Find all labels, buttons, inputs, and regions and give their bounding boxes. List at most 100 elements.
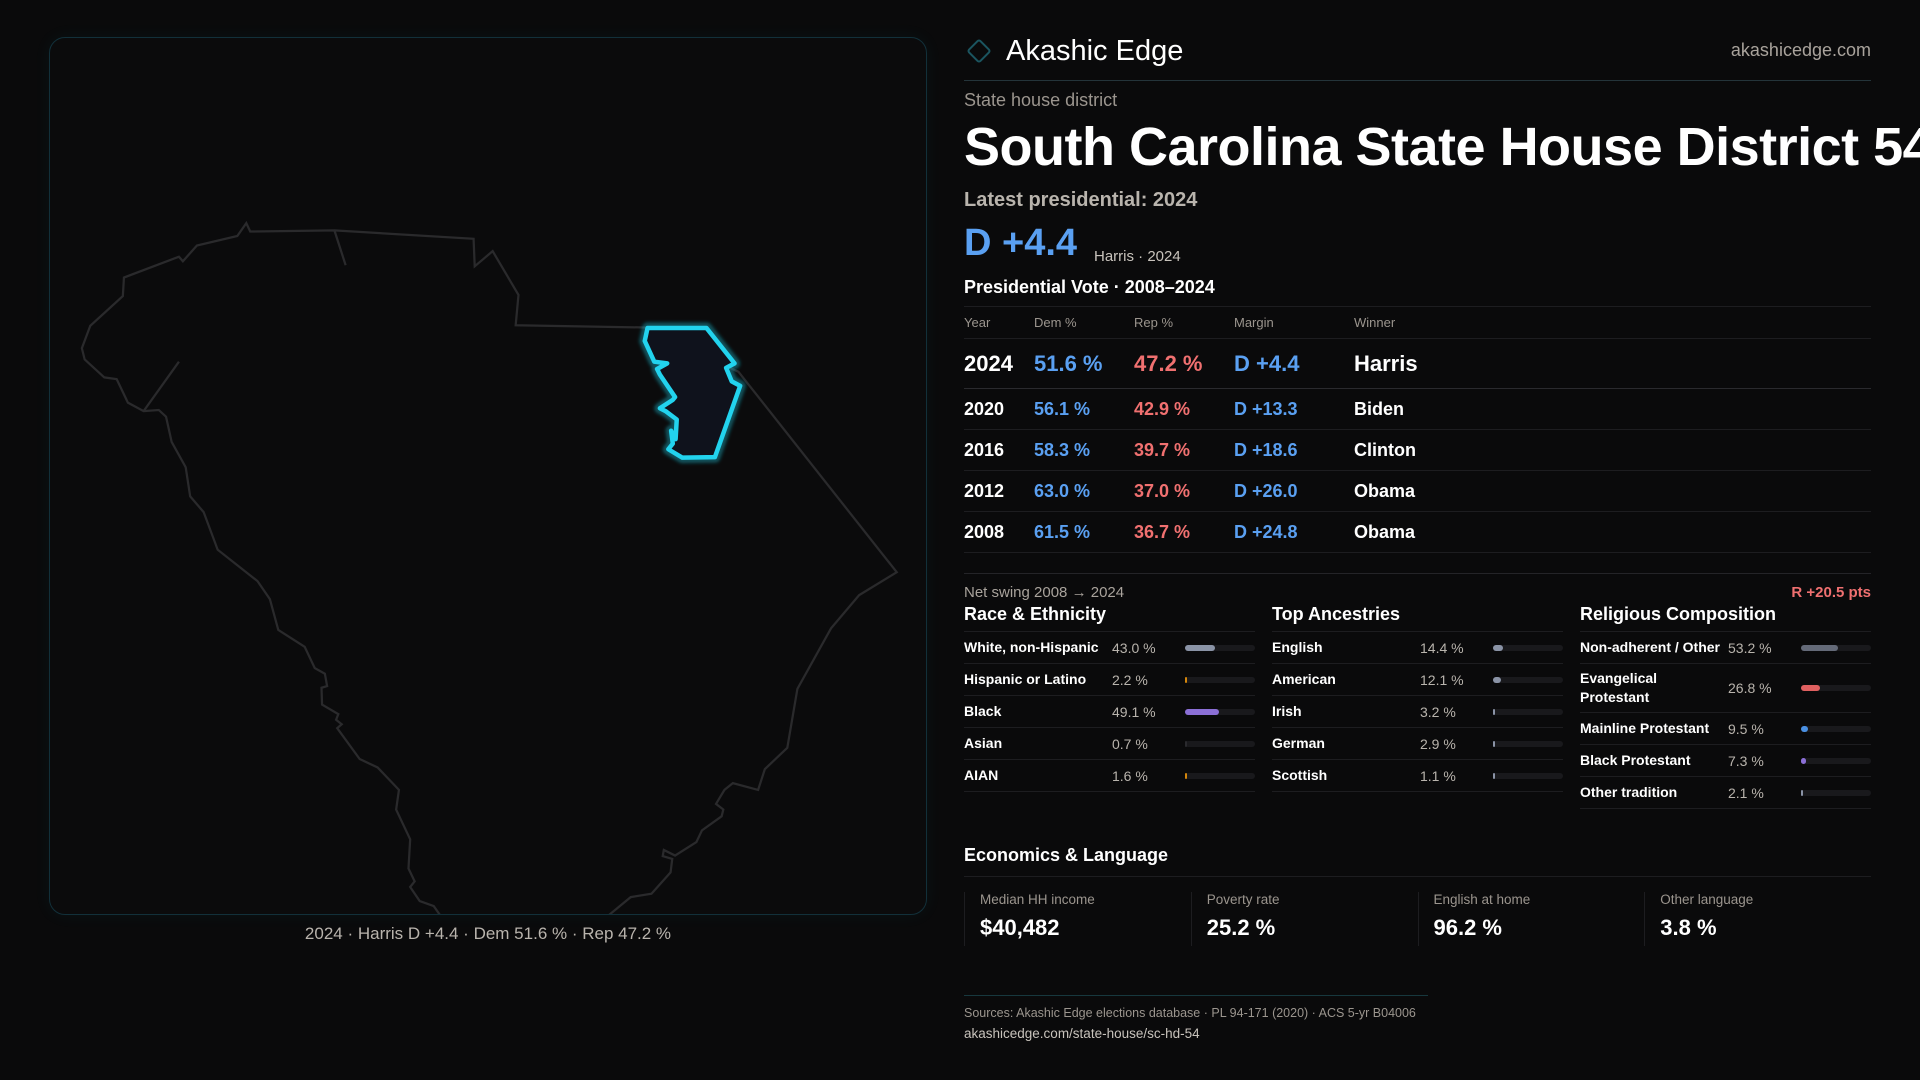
list-item: White, non-Hispanic 43.0 % bbox=[964, 632, 1255, 664]
bar-track bbox=[1493, 676, 1563, 683]
footer-divider bbox=[964, 995, 1428, 996]
item-label: Evangelical Protestant bbox=[1580, 670, 1658, 705]
presidential-title: Presidential Vote · 2008–2024 bbox=[964, 277, 1215, 297]
map-panel[interactable] bbox=[49, 37, 927, 915]
swing-value: R +20.5 pts bbox=[1791, 584, 1871, 601]
table-row: 2008 61.5 % 36.7 % D +24.8 Obama bbox=[964, 511, 1871, 553]
item-value: 1.1 % bbox=[1420, 767, 1456, 784]
bar-fill bbox=[1185, 772, 1187, 779]
item-label: White, non-Hispanic bbox=[964, 639, 1099, 655]
cell-year: 2016 bbox=[964, 429, 1034, 471]
bar-track bbox=[1801, 685, 1871, 691]
bar-fill bbox=[1185, 740, 1187, 747]
bar-track bbox=[1493, 708, 1563, 715]
diamond-logo-icon bbox=[967, 39, 991, 63]
stat-card: English at home 96.2 % bbox=[1417, 892, 1645, 946]
bar-track bbox=[1185, 708, 1255, 715]
list-item: Other tradition 2.1 % bbox=[1580, 777, 1871, 809]
bar-fill bbox=[1801, 685, 1820, 691]
item-label: Asian bbox=[964, 735, 1003, 751]
item-value: 26.8 % bbox=[1728, 680, 1772, 696]
col-winner: Winner bbox=[1354, 306, 1871, 339]
cell-winner: Obama bbox=[1354, 511, 1871, 553]
col-rep: Rep % bbox=[1134, 306, 1234, 339]
stat-value: 96.2 % bbox=[1433, 915, 1503, 940]
item-label: American bbox=[1272, 671, 1336, 687]
net-swing: Net swing 2008 → 2024 R +20.5 pts bbox=[964, 573, 1871, 601]
stat-label: Other language bbox=[1660, 892, 1754, 907]
cell-winner: Clinton bbox=[1354, 429, 1871, 471]
list-item: English 14.4 % bbox=[1272, 632, 1563, 664]
district-shape[interactable] bbox=[642, 325, 743, 460]
margin-value: D +4.4 bbox=[964, 222, 1078, 264]
cell-dem: 63.0 % bbox=[1034, 470, 1134, 512]
cell-rep: 36.7 % bbox=[1134, 511, 1234, 553]
cell-dem: 56.1 % bbox=[1034, 388, 1134, 430]
item-label: Mainline Protestant bbox=[1580, 720, 1710, 736]
cell-rep: 47.2 % bbox=[1134, 338, 1234, 389]
bar-track bbox=[1185, 676, 1255, 683]
list-item: AIAN 1.6 % bbox=[964, 760, 1255, 792]
bar-fill bbox=[1493, 676, 1502, 683]
stat-card: Other language 3.8 % bbox=[1644, 892, 1871, 946]
stat-value: 3.8 % bbox=[1660, 915, 1717, 940]
item-value: 53.2 % bbox=[1728, 639, 1772, 656]
item-label: Black bbox=[964, 703, 1002, 719]
county-line bbox=[333, 230, 347, 266]
col-dem: Dem % bbox=[1034, 306, 1134, 339]
stat-card: Median HH income $40,482 bbox=[964, 892, 1191, 946]
bar-track bbox=[1801, 757, 1871, 764]
item-label: Scottish bbox=[1272, 767, 1328, 783]
cell-dem: 51.6 % bbox=[1034, 338, 1134, 389]
list-item: Evangelical Protestant 26.8 % bbox=[1580, 664, 1871, 713]
item-label: Non-adherent / Other bbox=[1580, 639, 1721, 655]
site-link[interactable]: akashicedge.com bbox=[1730, 40, 1871, 60]
bar-track bbox=[1801, 644, 1871, 651]
brand[interactable]: Akashic Edge bbox=[964, 30, 1871, 72]
item-value: 1.6 % bbox=[1112, 767, 1148, 784]
cell-margin: D +24.8 bbox=[1234, 511, 1354, 553]
item-value: 14.4 % bbox=[1420, 639, 1464, 656]
state-outline bbox=[80, 220, 899, 914]
economics-cards: Median HH income $40,482 Poverty rate 25.2 … bbox=[964, 892, 1871, 946]
cell-winner: Biden bbox=[1354, 388, 1871, 430]
stat-label: Poverty rate bbox=[1206, 892, 1280, 907]
section-race-ethnicity: Race & Ethnicity White, non-Hispanic 43.0 … bbox=[964, 602, 1255, 792]
item-value: 2.1 % bbox=[1728, 784, 1764, 801]
page-url[interactable]: akashicedge.com/state-house/sc-hd-54 bbox=[964, 1026, 1200, 1041]
bar-fill bbox=[1801, 757, 1807, 764]
bar-fill bbox=[1185, 708, 1220, 715]
item-label: English bbox=[1272, 639, 1323, 655]
cell-margin: D +18.6 bbox=[1234, 429, 1354, 471]
map-caption: 2024 · Harris D +4.4 · Dem 51.6 % · Rep … bbox=[304, 924, 672, 943]
cell-rep: 42.9 % bbox=[1134, 388, 1234, 430]
bar-track bbox=[1801, 789, 1871, 796]
bar-fill bbox=[1493, 740, 1496, 747]
economics-title: Economics & Language bbox=[964, 845, 1871, 877]
item-label: Other tradition bbox=[1580, 784, 1678, 800]
district-type: State house district bbox=[964, 90, 1118, 110]
brand-name: Akashic Edge bbox=[1006, 34, 1184, 67]
list-item: American 12.1 % bbox=[1272, 664, 1563, 696]
bar-fill bbox=[1185, 676, 1187, 683]
margin-subtitle: Harris · 2024 bbox=[1094, 248, 1181, 265]
sources: Sources: Akashic Edge elections database… bbox=[964, 1006, 1416, 1020]
stat-label: English at home bbox=[1433, 892, 1531, 907]
cell-rep: 39.7 % bbox=[1134, 429, 1234, 471]
list-item: Asian 0.7 % bbox=[964, 728, 1255, 760]
item-label: German bbox=[1272, 735, 1325, 751]
list-item: Black Protestant 7.3 % bbox=[1580, 745, 1871, 777]
item-label: Black Protestant bbox=[1580, 752, 1691, 768]
cell-year: 2020 bbox=[964, 388, 1034, 430]
presidential-table: Year Dem % Rep % Margin Winner 2024 51.6 … bbox=[964, 306, 1871, 553]
page-title: South Carolina State House District 54 bbox=[964, 117, 1920, 177]
table-row: 2024 51.6 % 47.2 % D +4.4 Harris bbox=[964, 338, 1871, 389]
cell-margin: D +4.4 bbox=[1234, 338, 1354, 389]
cell-winner: Harris bbox=[1354, 338, 1871, 389]
cell-margin: D +26.0 bbox=[1234, 470, 1354, 512]
list-item: Irish 3.2 % bbox=[1272, 696, 1563, 728]
bar-track bbox=[1185, 772, 1255, 779]
cell-year: 2008 bbox=[964, 511, 1034, 553]
cell-dem: 61.5 % bbox=[1034, 511, 1134, 553]
bar-fill bbox=[1493, 772, 1495, 779]
